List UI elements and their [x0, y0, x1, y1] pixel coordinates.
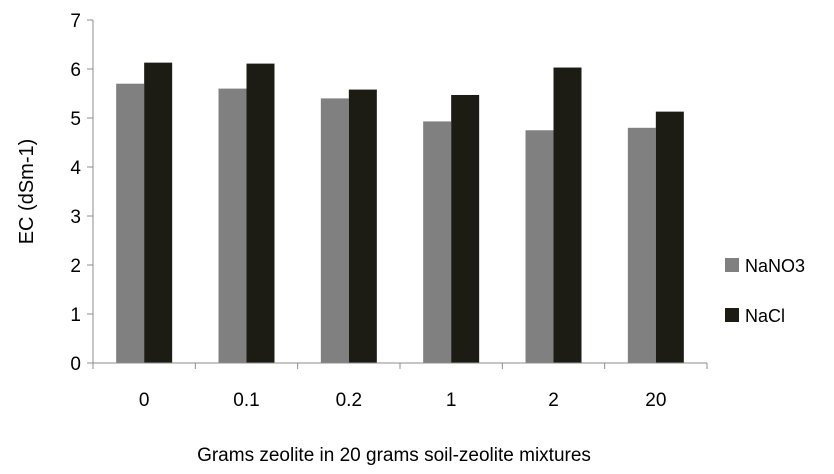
bar-nacl-0: [144, 62, 173, 363]
x-axis-ticks: 0 0.1 0.2 1 2 20: [92, 363, 708, 411]
bar-nacl-20: [655, 111, 684, 363]
legend-label-nacl: NaCl: [745, 306, 785, 326]
y-tick-label: 2: [70, 256, 81, 277]
bar-nano3-0: [116, 83, 145, 363]
bar-nacl-2: [553, 67, 582, 363]
y-tick-label: 4: [70, 158, 81, 179]
y-tick-label: 1: [70, 305, 81, 326]
x-tick-label: 1: [446, 390, 457, 411]
x-tick-label: 0.2: [336, 390, 362, 411]
bar-nano3-0.2: [320, 98, 349, 364]
y-tick-label: 6: [70, 60, 81, 81]
x-tick-label: 20: [645, 390, 666, 411]
bar-nano3-1: [423, 121, 452, 364]
bar-nano3-0.1: [218, 88, 247, 363]
bar-nano3-2: [525, 130, 554, 363]
bar-nacl-1: [451, 94, 480, 363]
bar-nacl-0.2: [348, 89, 377, 363]
bar-marks: [116, 62, 684, 364]
bar-nano3-20: [627, 127, 656, 363]
legend: NaNO3 NaCl: [725, 256, 805, 326]
x-tick-label: 0.1: [233, 390, 259, 411]
y-tick-label: 5: [70, 109, 81, 130]
y-axis-ticks: 0 1 2 3 4 5 6 7: [70, 11, 93, 375]
legend-swatch-nacl: [725, 308, 739, 322]
y-tick-label: 7: [70, 11, 81, 32]
y-tick-label: 3: [70, 207, 81, 228]
x-tick-label: 0: [139, 390, 150, 411]
x-axis-title: Grams zeolite in 20 grams soil-zeolite m…: [197, 445, 591, 466]
bar-nacl-0.1: [246, 63, 275, 364]
legend-swatch-nano3: [725, 258, 739, 272]
y-tick-label: 0: [70, 354, 81, 375]
legend-label-nano3: NaNO3: [745, 256, 805, 276]
x-tick-label: 2: [548, 390, 559, 411]
y-axis-title: EC (dSm-1): [16, 139, 38, 245]
